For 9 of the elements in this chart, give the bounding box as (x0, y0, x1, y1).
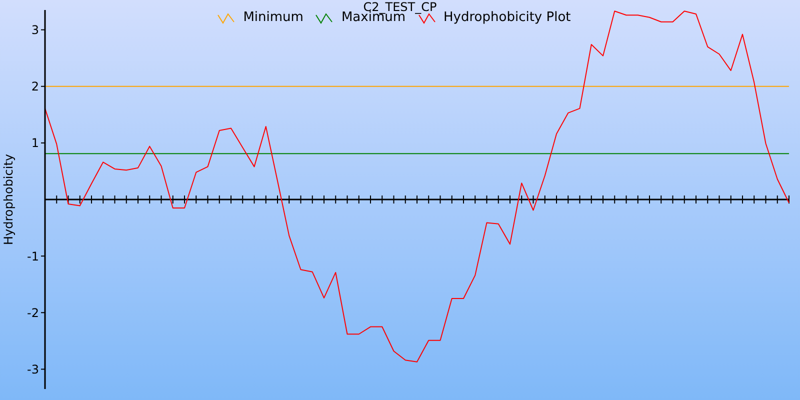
y-tick-label: -3 (27, 362, 39, 376)
legend-label: Minimum (242, 10, 304, 25)
y-tick-label: -1 (27, 249, 39, 264)
y-axis-title: Hydrophobicity (1, 154, 16, 246)
y-tick-label: 1 (31, 136, 39, 150)
legend-label: Hydrophobicity Plot (444, 10, 571, 25)
y-tick-label: 2 (31, 80, 39, 94)
y-tick-label: 3 (31, 23, 39, 38)
y-tick-label: -2 (27, 306, 39, 320)
